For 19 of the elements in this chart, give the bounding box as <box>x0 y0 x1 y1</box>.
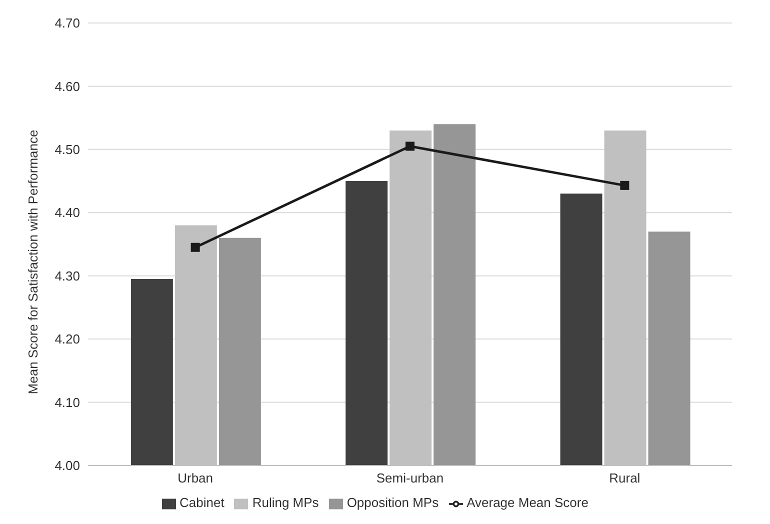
x-tick-label: Urban <box>178 470 214 486</box>
y-tick-label: 4.40 <box>54 205 80 220</box>
legend-label: Ruling MPs <box>252 495 319 510</box>
y-axis-title: Mean Score for Satisfaction with Performance <box>26 130 41 394</box>
y-tick-label: 4.20 <box>54 332 80 347</box>
y-tick-label: 4.60 <box>54 78 80 94</box>
legend-label: Opposition MPs <box>346 495 439 510</box>
point <box>620 180 630 190</box>
y-tick-label: 4.30 <box>54 268 80 284</box>
x-tick-label: Semi-urban <box>376 470 444 486</box>
legend-label: Average Mean Score <box>466 495 588 510</box>
y-tick-label: 4.00 <box>54 458 80 474</box>
point <box>190 242 200 252</box>
y-tick-label: 4.70 <box>54 16 80 31</box>
y-tick-label: 4.10 <box>54 394 80 410</box>
point <box>406 142 414 151</box>
y-tick-label: 4.50 <box>54 142 80 158</box>
x-tick-label: Rural <box>609 470 640 486</box>
legend-label: Cabinet <box>180 495 224 510</box>
